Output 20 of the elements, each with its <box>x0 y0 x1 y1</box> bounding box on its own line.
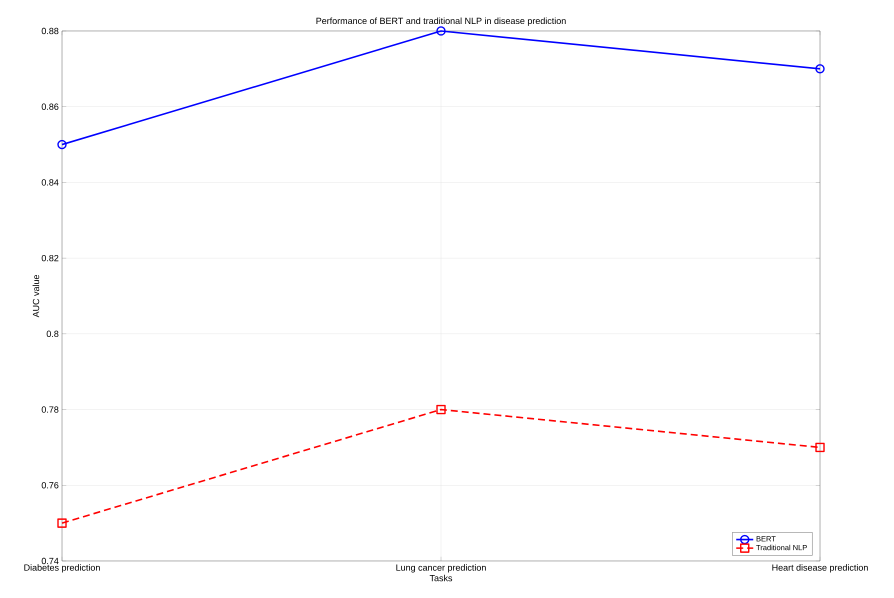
point <box>436 26 446 36</box>
x-axis-title: Tasks <box>430 574 452 582</box>
y-tick-label: 0.88 <box>42 28 58 34</box>
point <box>815 442 825 452</box>
x-tick-label: Heart disease prediction <box>772 564 868 573</box>
point <box>815 64 825 74</box>
point <box>57 518 67 528</box>
y-tick-label: 0.8 <box>46 330 58 338</box>
chart-title: Performance of BERT and traditional NLP in disease prediction <box>316 17 566 26</box>
y-tick-label: 0.84 <box>42 179 59 186</box>
y-tick-label: 0.74 <box>42 558 59 564</box>
y-axis-title: AUC value <box>32 274 40 318</box>
y-tick-label: 0.78 <box>42 406 58 413</box>
point <box>436 404 446 414</box>
y-tick-label: 0.76 <box>42 482 58 488</box>
point <box>57 140 67 150</box>
y-tick-label: 0.82 <box>42 254 58 262</box>
y-tick-label: 0.86 <box>42 104 58 110</box>
x-tick-label: Lung cancer prediction <box>396 564 486 573</box>
x-tick-label: Diabetes prediction <box>24 564 100 573</box>
